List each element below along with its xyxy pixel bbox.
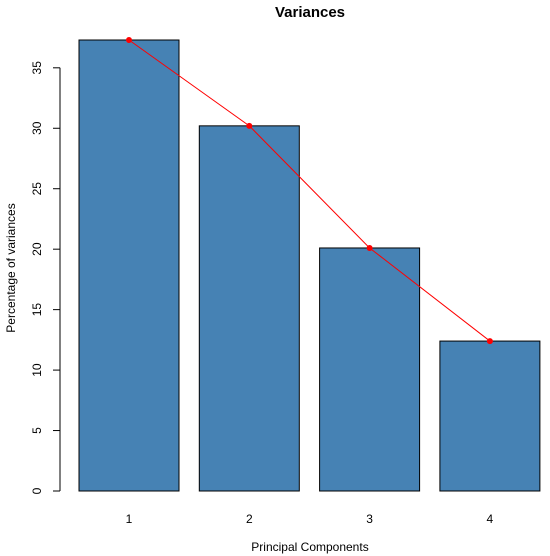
y-axis: 0 5 10 15 20 25 30 35 <box>30 61 61 494</box>
bars-group <box>78 39 541 492</box>
bar-1 <box>78 39 180 492</box>
y-tick-label: 0 <box>30 487 44 494</box>
x-tick-label: 1 <box>126 512 133 526</box>
trend-point-2 <box>246 122 253 129</box>
y-axis-label: Percentage of variances <box>4 203 18 332</box>
x-axis-label: Principal Components <box>251 540 368 554</box>
x-tick-labels: 1 2 3 4 <box>126 512 494 526</box>
x-tick-label: 3 <box>366 512 373 526</box>
bar-3 <box>319 247 421 492</box>
y-tick-label: 30 <box>30 121 44 135</box>
y-tick-label: 15 <box>30 303 44 317</box>
trend-overlay <box>126 37 493 345</box>
trend-point-4 <box>486 338 493 345</box>
y-tick-label: 25 <box>30 182 44 196</box>
y-tick-label: 20 <box>30 242 44 256</box>
trend-point-3 <box>366 244 373 251</box>
x-tick-label: 2 <box>246 512 253 526</box>
y-tick-label: 5 <box>30 427 44 434</box>
bar-2 <box>198 125 300 492</box>
trend-line <box>128 39 491 342</box>
y-tick-label: 10 <box>30 363 44 377</box>
y-tick-label: 35 <box>30 61 44 75</box>
x-tick-label: 4 <box>487 512 494 526</box>
bar-4 <box>439 340 541 492</box>
trend-point-1 <box>126 37 132 43</box>
chart-title: Variances <box>275 4 345 21</box>
